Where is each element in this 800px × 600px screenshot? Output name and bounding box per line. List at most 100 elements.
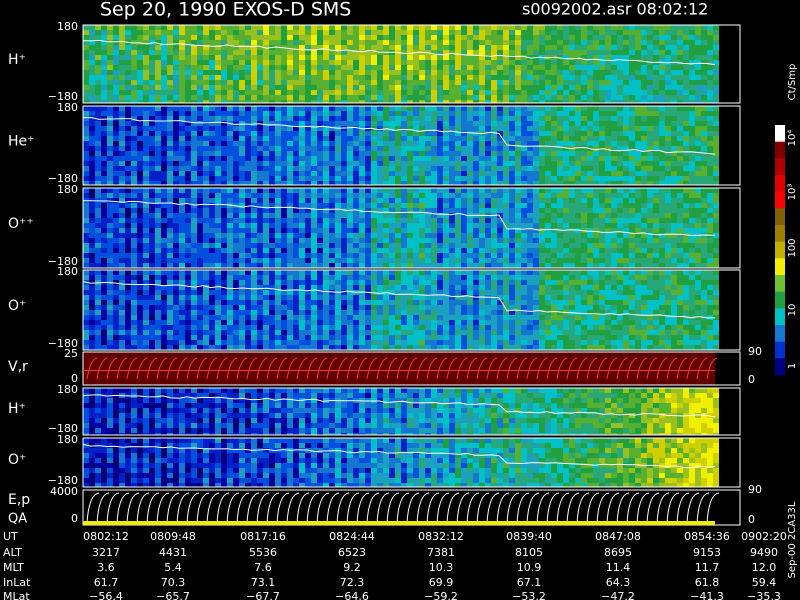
spectrogram-cell (689, 70, 695, 75)
spectrogram-cell (89, 35, 95, 40)
spectrogram-cell (413, 233, 419, 238)
spectrogram-cell (467, 171, 473, 176)
spectrogram-cell (635, 50, 641, 55)
spectrogram-cell (281, 171, 287, 176)
spectrogram-cell (251, 25, 257, 30)
spectrogram-cell (551, 253, 557, 258)
spectrogram-cell (119, 218, 125, 223)
spectrogram-cell (575, 243, 581, 248)
spectrogram-cell (101, 25, 107, 30)
spectrogram-cell (281, 151, 287, 156)
spectrogram-cell (137, 75, 143, 80)
spectrogram-cell (221, 218, 227, 223)
spectrogram-cell (371, 198, 377, 203)
spectrogram-cell (215, 90, 221, 95)
spectrogram-cell (431, 203, 437, 208)
spectrogram-cell (215, 100, 221, 103)
spectrogram-cell (497, 106, 503, 111)
spectrogram-cell (83, 55, 89, 60)
spectrogram-cell (683, 100, 689, 103)
spectrogram-cell (641, 233, 647, 238)
spectrogram-cell (647, 141, 653, 146)
spectrogram-cell (173, 116, 179, 121)
spectrogram-cell (221, 181, 227, 185)
spectrogram-cell (173, 248, 179, 253)
spectrogram-cell (425, 75, 431, 80)
spectrogram-cell (329, 40, 335, 45)
spectrogram-cell (659, 30, 665, 35)
spectrogram-cell (443, 151, 449, 156)
spectrogram-cell (605, 208, 611, 213)
spectrogram-cell (587, 95, 593, 100)
spectrogram-cell (551, 126, 557, 131)
spectrogram-cell (275, 263, 281, 268)
spectrogram-cell (119, 248, 125, 253)
spectrogram-cell (293, 25, 299, 30)
spectrogram-cell (83, 100, 89, 103)
spectrogram-cell (395, 106, 401, 111)
spectrogram-cell (281, 25, 287, 30)
spectrogram-cell (509, 263, 515, 268)
spectrogram-cell (209, 60, 215, 65)
spectrogram-cell (479, 146, 485, 151)
spectrogram-cell (425, 111, 431, 116)
spectrogram-cell (95, 85, 101, 90)
spectrogram-cell (695, 40, 701, 45)
spectrogram-cell (473, 263, 479, 268)
spectrogram-cell (671, 70, 677, 75)
spectrogram-cell (581, 203, 587, 208)
spectrogram-cell (203, 121, 209, 126)
spectrogram-cell (413, 248, 419, 253)
spectrogram-cell (563, 30, 569, 35)
spectrogram-cell (107, 95, 113, 100)
spectrogram-cell (239, 111, 245, 116)
spectrogram-cell (197, 25, 203, 30)
spectrogram-cell (383, 223, 389, 228)
spectrogram-cell (407, 106, 413, 111)
spectrogram-cell (665, 146, 671, 151)
spectrogram-cell (131, 30, 137, 35)
spectrogram-cell (209, 156, 215, 161)
spectrogram-cell (575, 106, 581, 111)
spectrogram-cell (635, 181, 641, 185)
spectrogram-cell (401, 131, 407, 136)
spectrogram-cell (185, 121, 191, 126)
spectrogram-cell (467, 258, 473, 263)
spectrogram-cell (641, 80, 647, 85)
spectrogram-cell (233, 126, 239, 131)
spectrogram-cell (395, 55, 401, 60)
spectrogram-cell (599, 156, 605, 161)
spectrogram-cell (143, 55, 149, 60)
spectrogram-cell (485, 60, 491, 65)
spectrogram-cell (341, 188, 347, 193)
spectrogram-cell (515, 90, 521, 95)
spectrogram-cell (395, 141, 401, 146)
spectrogram-cell (491, 95, 497, 100)
spectrogram-cell (341, 60, 347, 65)
spectrogram-cell (401, 90, 407, 95)
spectrogram-cell (155, 45, 161, 50)
spectrogram-cell (551, 40, 557, 45)
spectrogram-cell (563, 136, 569, 141)
spectrogram-cell (521, 136, 527, 141)
spectrogram-cell (239, 65, 245, 70)
spectrogram-cell (455, 131, 461, 136)
spectrogram-cell (587, 70, 593, 75)
spectrogram-cell (569, 45, 575, 50)
spectrogram-cell (431, 95, 437, 100)
spectrogram-cell (503, 131, 509, 136)
spectrogram-cell (443, 233, 449, 238)
spectrogram-cell (617, 126, 623, 131)
spectrogram-cell (707, 90, 713, 95)
spectrogram-cell (155, 136, 161, 141)
spectrogram-cell (281, 233, 287, 238)
spectrogram-cell (125, 203, 131, 208)
spectrogram-cell (581, 90, 587, 95)
spectrogram-cell (395, 45, 401, 50)
spectrogram-cell (149, 181, 155, 185)
spectrogram-cell (167, 50, 173, 55)
spectrogram-cell (167, 166, 173, 171)
spectrogram-cell (107, 263, 113, 268)
spectrogram-cell (161, 198, 167, 203)
spectrogram-cell (659, 50, 665, 55)
